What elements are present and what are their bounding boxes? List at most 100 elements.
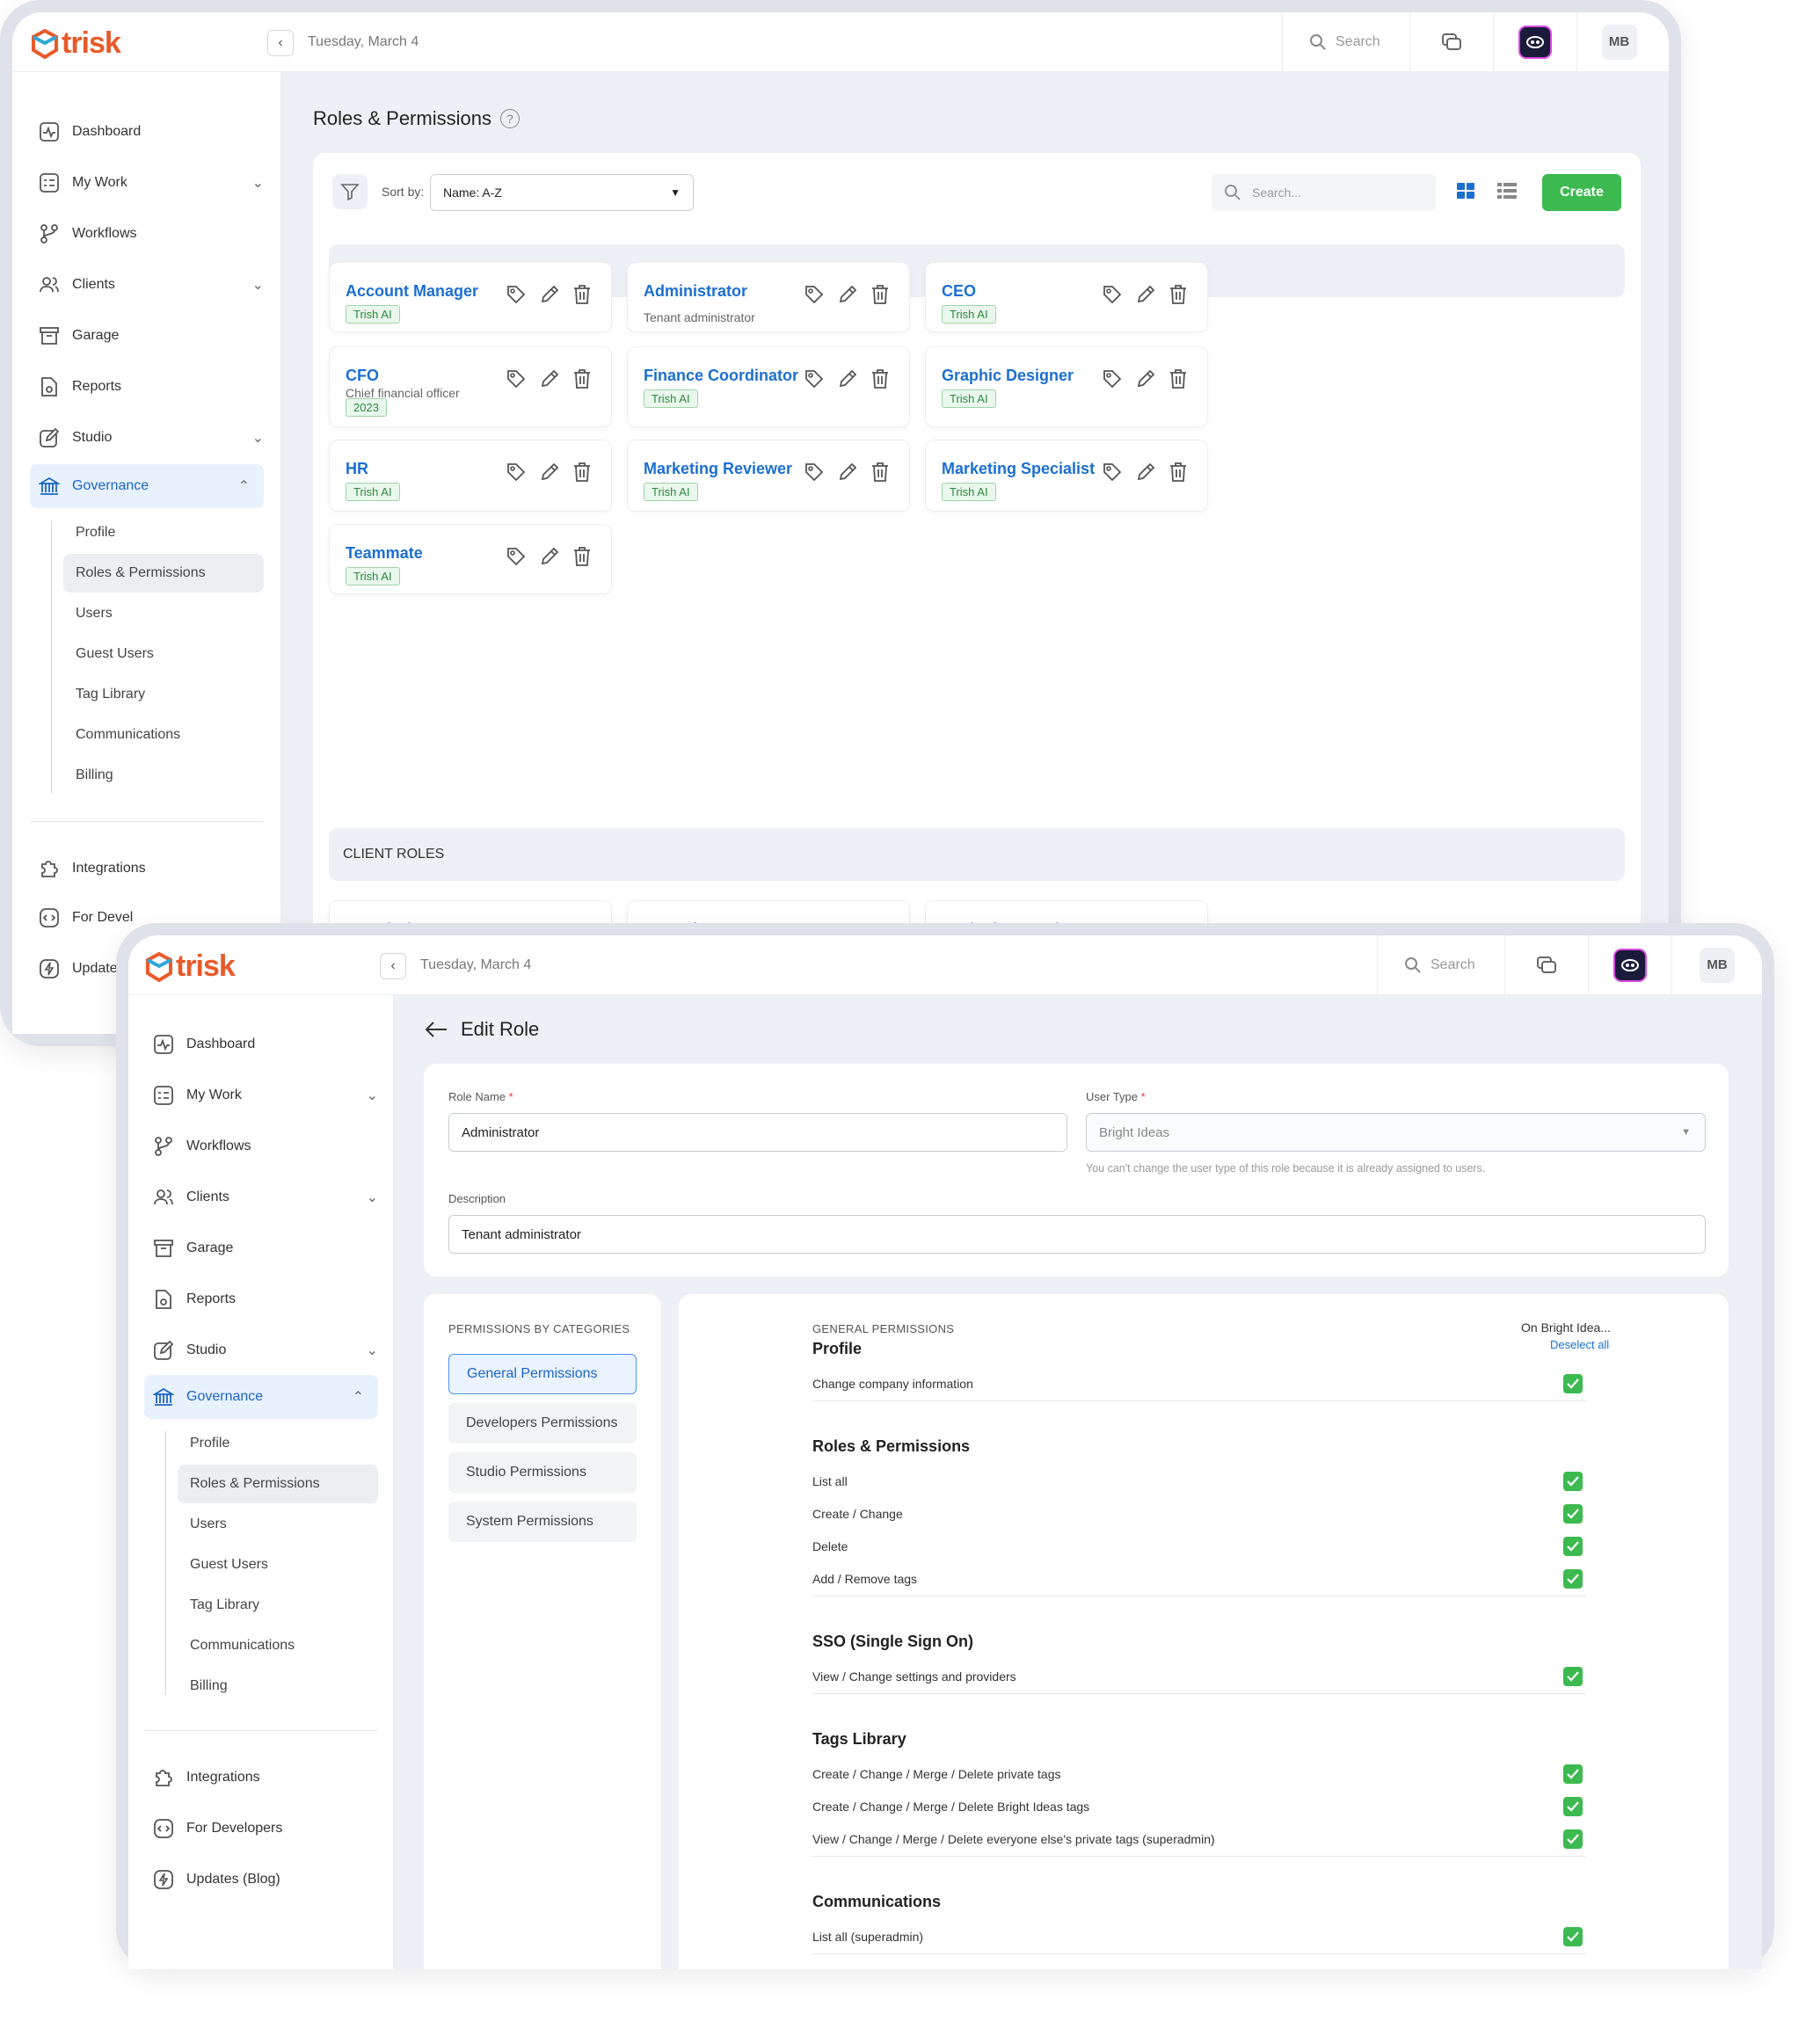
tag-icon[interactable] (804, 462, 825, 483)
role-card[interactable]: Marketing Reviewer Trish AI (627, 440, 910, 512)
role-title[interactable]: Teammate (346, 544, 423, 562)
role-title[interactable]: Finance Coordinator (644, 367, 799, 384)
sub-roles-permissions[interactable]: Roles & Permissions (178, 1465, 378, 1503)
trash-icon[interactable] (572, 546, 592, 567)
role-title[interactable]: HR (346, 460, 368, 477)
filter-button[interactable] (332, 174, 368, 209)
nav-for-developers[interactable]: For Developers (153, 1815, 378, 1843)
sub-guest-users[interactable]: Guest Users (190, 1557, 268, 1572)
permission-checkbox[interactable] (1563, 1472, 1583, 1491)
nav-reports[interactable]: Reports (153, 1285, 378, 1313)
tag-icon[interactable] (506, 546, 527, 567)
nav-reports[interactable]: Reports (39, 373, 264, 401)
trash-icon[interactable] (870, 462, 890, 483)
sub-billing[interactable]: Billing (190, 1678, 228, 1693)
nav-dashboard[interactable]: Dashboard (39, 118, 264, 146)
edit-icon[interactable] (539, 284, 560, 305)
tag-icon[interactable] (506, 284, 527, 305)
role-title[interactable]: Administrator (644, 282, 748, 300)
nav-studio[interactable]: Studio ⌄ (39, 424, 264, 452)
role-name-input[interactable]: Administrator (448, 1113, 1067, 1152)
role-card[interactable]: Marketing Specialist Trish AI (925, 440, 1208, 512)
permission-checkbox[interactable] (1563, 1667, 1583, 1686)
sub-billing[interactable]: Billing (76, 767, 113, 782)
back-button[interactable]: Edit Role (424, 1018, 539, 1041)
global-search[interactable]: Search (1377, 935, 1504, 995)
app-logo[interactable]: trisk (144, 949, 236, 984)
permission-checkbox[interactable] (1563, 1537, 1583, 1556)
nav-clients[interactable]: Clients ⌄ (39, 271, 264, 299)
list-view-button[interactable] (1496, 181, 1518, 205)
create-role-button[interactable]: Create (1542, 174, 1621, 211)
sub-roles-permissions[interactable]: Roles & Permissions (63, 554, 264, 593)
sort-select[interactable]: Name: A-Z ▼ (430, 174, 694, 211)
trash-icon[interactable] (572, 368, 592, 389)
nav-for-developers[interactable]: For Devel (39, 904, 264, 932)
role-card[interactable]: CFO Chief financial officer 2023 (329, 346, 612, 427)
collapse-sidebar-button[interactable]: ‹ (267, 30, 294, 56)
trash-icon[interactable] (870, 368, 890, 389)
permission-checkbox[interactable] (1563, 1829, 1583, 1849)
edit-icon[interactable] (1135, 368, 1156, 389)
permission-checkbox[interactable] (1563, 1797, 1583, 1816)
permission-checkbox[interactable] (1563, 1374, 1583, 1393)
nav-garage[interactable]: Garage (39, 322, 264, 350)
trash-icon[interactable] (1168, 284, 1188, 305)
category-general-permissions[interactable]: General Permissions (448, 1354, 637, 1394)
role-card[interactable]: Administrator Tenant administrator (627, 262, 910, 332)
description-input[interactable]: Tenant administrator (448, 1215, 1706, 1254)
trash-icon[interactable] (1168, 368, 1188, 389)
tag-icon[interactable] (506, 368, 527, 389)
permission-checkbox[interactable] (1563, 1569, 1583, 1589)
sub-profile[interactable]: Profile (76, 525, 116, 540)
edit-icon[interactable] (837, 368, 858, 389)
chat-button[interactable] (1409, 12, 1493, 72)
role-card[interactable]: Graphic Designer Trish AI (925, 346, 1208, 427)
role-card[interactable]: HR Trish AI (329, 440, 612, 512)
edit-icon[interactable] (539, 462, 560, 483)
tag-icon[interactable] (1102, 284, 1123, 305)
tag-icon[interactable] (1102, 368, 1123, 389)
role-title[interactable]: Marketing Specialist (942, 460, 1096, 477)
sub-communications[interactable]: Communications (76, 727, 181, 742)
permission-checkbox[interactable] (1563, 1927, 1583, 1946)
nav-workflows[interactable]: Workflows (39, 220, 264, 248)
deselect-all-link[interactable]: Deselect all (1550, 1338, 1610, 1351)
grid-view-button[interactable] (1456, 181, 1475, 205)
nav-my-work[interactable]: My Work ⌄ (39, 169, 264, 197)
ai-assistant-button[interactable] (1588, 935, 1671, 995)
nav-integrations[interactable]: Integrations (39, 855, 264, 883)
nav-integrations[interactable]: Integrations (153, 1764, 378, 1792)
sub-tag-library[interactable]: Tag Library (76, 687, 146, 702)
edit-icon[interactable] (1135, 462, 1156, 483)
nav-governance[interactable]: Governance ⌃ (30, 464, 264, 508)
role-card[interactable]: CEO Trish AI (925, 262, 1208, 332)
user-menu[interactable]: MB (1671, 935, 1762, 995)
chat-button[interactable] (1504, 935, 1588, 995)
nav-updates[interactable]: Update (39, 955, 264, 983)
trash-icon[interactable] (572, 284, 592, 305)
nav-garage[interactable]: Garage (153, 1234, 378, 1262)
category-system-permissions[interactable]: System Permissions (448, 1502, 637, 1542)
role-card[interactable]: Teammate Trish AI (329, 524, 612, 594)
nav-governance[interactable]: Governance ⌃ (144, 1375, 378, 1419)
role-title[interactable]: Graphic Designer (942, 367, 1074, 384)
tag-icon[interactable] (804, 284, 825, 305)
sub-profile[interactable]: Profile (190, 1436, 230, 1451)
sub-users[interactable]: Users (190, 1516, 227, 1531)
role-card[interactable]: Finance Coordinator Trish AI (627, 346, 910, 427)
roles-search-input[interactable]: Search... (1212, 174, 1436, 211)
edit-icon[interactable] (837, 462, 858, 483)
nav-studio[interactable]: Studio ⌄ (153, 1336, 378, 1364)
category-studio-permissions[interactable]: Studio Permissions (448, 1452, 637, 1493)
edit-icon[interactable] (1135, 284, 1156, 305)
trash-icon[interactable] (1168, 462, 1188, 483)
role-title[interactable]: CFO (346, 367, 379, 384)
tag-icon[interactable] (804, 368, 825, 389)
nav-my-work[interactable]: My Work ⌄ (153, 1081, 378, 1109)
nav-updates[interactable]: Updates (Blog) (153, 1866, 378, 1894)
trash-icon[interactable] (870, 284, 890, 305)
edit-icon[interactable] (837, 284, 858, 305)
edit-icon[interactable] (539, 368, 560, 389)
role-title[interactable]: CEO (942, 282, 977, 300)
